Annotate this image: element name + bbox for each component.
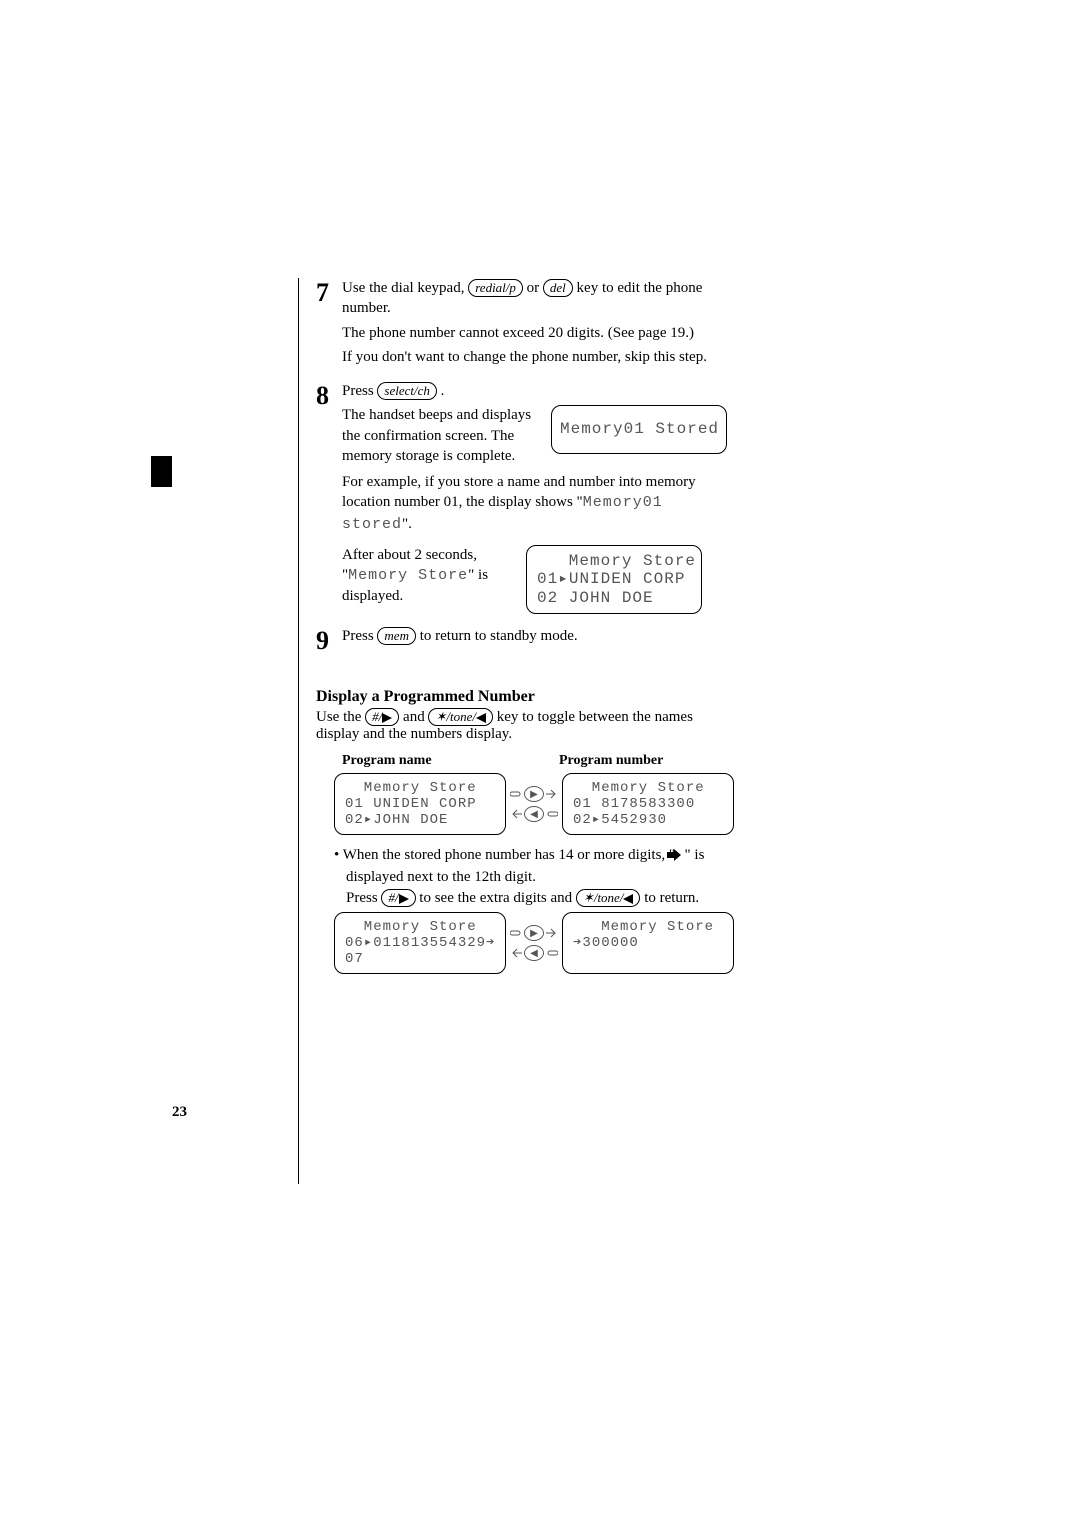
- lcd-pair-long-number: Memory Store 06▸011813554329➔ 07 ▶ ◀ Mem…: [334, 912, 736, 974]
- star-icon: ✶: [435, 709, 446, 724]
- manual-page: 7 Use the dial keypad, redial/p or del k…: [0, 0, 1080, 1528]
- lcd-long-number-2: Memory Store ➔300000: [562, 912, 734, 974]
- mem-key: mem: [377, 627, 416, 645]
- select-ch-key: select/ch: [377, 382, 436, 400]
- text: .: [437, 383, 445, 399]
- text: to return.: [640, 890, 699, 906]
- step8-after: After about 2 seconds, "Memory Store" is…: [342, 545, 512, 607]
- row: The handset beeps and displays the confi…: [342, 405, 736, 466]
- bullet-14-digits: • When the stored phone number has 14 or…: [334, 845, 736, 888]
- text: ".: [402, 516, 412, 532]
- step-body: Press select/ch . The handset beeps and …: [342, 381, 736, 620]
- arrow-left-row: ◀: [510, 945, 558, 961]
- hash-forward-key: #/: [365, 708, 399, 726]
- text: Press: [342, 383, 377, 399]
- toggle-arrows: ▶ ◀: [512, 925, 556, 961]
- right-arrow-icon: [679, 847, 681, 867]
- step-number: 7: [316, 280, 342, 306]
- star-icon: ✶: [583, 890, 594, 905]
- step7-line1: Use the dial keypad, redial/p or del key…: [342, 278, 736, 319]
- step8-text1: The handset beeps and displays the confi…: [342, 405, 537, 466]
- star-tone-back-key: ✶/tone/: [576, 889, 641, 907]
- hash-forward-key: #/: [381, 889, 415, 907]
- arrow-right-row: ▶: [510, 786, 558, 802]
- content-area: 7 Use the dial keypad, redial/p or del k…: [316, 278, 736, 978]
- step7-line2: The phone number cannot exceed 20 digits…: [342, 323, 736, 343]
- text: Use the dial keypad,: [342, 280, 468, 296]
- section-intro: Use the #/ and ✶/tone/ key to toggle bet…: [316, 708, 736, 743]
- section-heading: Display a Programmed Number: [316, 688, 736, 706]
- step-9: 9 Press mem to return to standby mode.: [316, 626, 736, 654]
- step9-line: Press mem to return to standby mode.: [342, 626, 736, 646]
- text: #/: [388, 890, 398, 905]
- step-8: 8 Press select/ch . The handset beeps an…: [316, 381, 736, 620]
- lcd-program-number: Memory Store 01 8178583300 02▸5452930: [562, 773, 734, 835]
- arrow-left-row: ◀: [510, 806, 558, 822]
- step-body: Use the dial keypad, redial/p or del key…: [342, 278, 736, 371]
- forward-indicator-icon: ▶: [524, 786, 544, 802]
- text: /tone/: [594, 890, 624, 905]
- col-program-name: Program name: [342, 753, 519, 769]
- text: /tone/: [446, 709, 476, 724]
- text: • When the stored phone number has 14 or…: [334, 847, 675, 863]
- step7-line3: If you don't want to change the phone nu…: [342, 347, 736, 367]
- page-number: 23: [172, 1104, 187, 1121]
- text: and: [399, 709, 428, 725]
- arrow-right-row: ▶: [510, 925, 558, 941]
- text: or: [527, 280, 543, 296]
- lcd-pair-names-numbers: Memory Store 01 UNIDEN CORP 02▸JOHN DOE …: [334, 773, 736, 835]
- col-program-number: Program number: [559, 753, 736, 769]
- text: #/: [372, 709, 382, 724]
- step8-press: Press select/ch .: [342, 381, 736, 401]
- text: to see the extra digits and: [416, 890, 576, 906]
- vertical-rule: [298, 278, 299, 1184]
- lcd-memory-store-list: Memory Store 01▸UNIDEN CORP 02 JOHN DOE: [526, 545, 702, 614]
- row: After about 2 seconds, "Memory Store" is…: [342, 545, 736, 614]
- step-body: Press mem to return to standby mode.: [342, 626, 736, 650]
- toggle-arrows: ▶ ◀: [512, 786, 556, 822]
- text: After about 2 seconds,: [342, 545, 512, 565]
- side-tab: [151, 456, 172, 487]
- step-number: 9: [316, 628, 342, 654]
- mono-text: Memory Store: [348, 567, 468, 584]
- step-number: 8: [316, 383, 342, 409]
- text: "Memory Store" is displayed.: [342, 565, 512, 607]
- text: Use the: [316, 709, 365, 725]
- lcd-program-name: Memory Store 01 UNIDEN CORP 02▸JOHN DOE: [334, 773, 506, 835]
- back-indicator-icon: ◀: [524, 806, 544, 822]
- text: Press: [342, 628, 377, 644]
- back-indicator-icon: ◀: [524, 945, 544, 961]
- text: to return to standby mode.: [416, 628, 578, 644]
- star-tone-back-key: ✶/tone/: [428, 708, 493, 726]
- del-key: del: [543, 279, 573, 297]
- redial-p-key: redial/p: [468, 279, 523, 297]
- column-headers: Program name Program number: [316, 753, 736, 769]
- text: Press: [346, 890, 381, 906]
- lcd-long-number-1: Memory Store 06▸011813554329➔ 07: [334, 912, 506, 974]
- forward-indicator-icon: ▶: [524, 925, 544, 941]
- press-to-see-extra: Press #/ to see the extra digits and ✶/t…: [346, 888, 736, 908]
- step8-example: For example, if you store a name and num…: [342, 472, 736, 535]
- step-7: 7 Use the dial keypad, redial/p or del k…: [316, 278, 736, 371]
- lcd-memory-stored: Memory01 Stored: [551, 405, 727, 453]
